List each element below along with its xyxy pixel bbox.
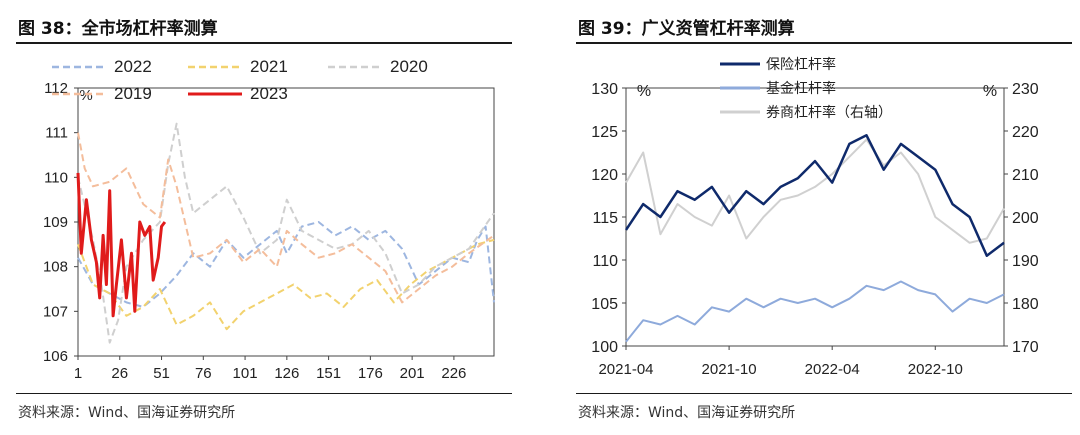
title-rule: [16, 42, 512, 44]
y-unit-label: %: [637, 83, 651, 100]
y2-tick-label: 180: [1012, 296, 1039, 313]
leverage-chart-asset-mgmt: 100 105 110 115 120 125 130 170 180 190 200 210 220 2…: [591, 56, 1039, 378]
x-tick-label: 51: [153, 365, 170, 382]
y-tick-label: 111: [45, 125, 68, 142]
x-tick-label: 126: [274, 365, 299, 382]
series-line-2023: [76, 172, 167, 318]
y-tick-label: 100: [591, 339, 618, 356]
legend-label-保险杠杆率: 保险杠杆率: [766, 56, 836, 72]
legend-label-基金杠杆率: 基金杠杆率: [766, 80, 836, 96]
y2-tick-label: 210: [1012, 167, 1039, 184]
y-tick-label: 109: [43, 214, 68, 231]
x-tick-label: 1: [74, 365, 82, 382]
figure-title: 图 38：全市场杠杆率测算: [18, 19, 218, 39]
legend-label-2021: 2021: [250, 57, 288, 76]
x-tick-label: 2022-04: [805, 361, 860, 378]
y-tick-label: 120: [591, 167, 618, 184]
source-rule: [16, 393, 512, 394]
x-tick-label: 2021-10: [702, 361, 757, 378]
y-unit-label: %: [79, 87, 92, 104]
series-line-基金杠杆率: [625, 280, 1005, 343]
source-rule: [576, 393, 1072, 394]
y2-tick-label: 200: [1012, 210, 1039, 227]
x-tick-label: 226: [441, 365, 466, 382]
legend-label-2023: 2023: [250, 84, 288, 103]
y-tick-label: 130: [591, 81, 618, 98]
figure-38: 图 38：全市场杠杆率测算 106 107 108 109 110 111 112 1 26 51…: [0, 0, 520, 435]
y-tick-label: 125: [591, 124, 618, 141]
x-tick-label: 26: [111, 365, 128, 382]
x-tick-label: 176: [358, 365, 383, 382]
x-tick-label: 2021-04: [598, 361, 653, 378]
x-tick-label: 151: [316, 365, 341, 382]
series-line-保险杠杆率: [624, 134, 1005, 257]
figure-title: 图 39：广义资管杠杆率测算: [578, 19, 795, 39]
y-tick-label: 110: [592, 253, 618, 270]
y-tick-label: 112: [44, 80, 68, 97]
y-tick-label: 108: [43, 259, 68, 276]
y2-tick-label: 230: [1012, 81, 1039, 98]
x-tick-label: 101: [233, 365, 258, 382]
x-tick-label: 76: [195, 365, 212, 382]
legend-label-2019: 2019: [114, 84, 152, 103]
y2-tick-label: 220: [1012, 124, 1039, 141]
y-tick-label: 110: [44, 169, 68, 186]
series-line-2021: [77, 238, 495, 331]
y-tick-label: 115: [592, 210, 618, 227]
y2-tick-label: 170: [1012, 339, 1039, 356]
figure-39: 图 39：广义资管杠杆率测算 100 105 110 115 120 125 130 170 1…: [560, 0, 1080, 435]
series-line-券商杠杆率（右轴）: [625, 138, 1005, 244]
y-tick-label: 106: [43, 348, 68, 365]
legend-label-券商杠杆率（右轴）: 券商杠杆率（右轴）: [766, 104, 892, 120]
y-tick-label: 107: [43, 303, 68, 320]
y2-unit-label: %: [983, 83, 997, 100]
y-tick-label: 105: [591, 296, 618, 313]
title-rule: [576, 42, 1072, 44]
series-line-2019: [77, 132, 495, 304]
legend-label-2020: 2020: [390, 57, 428, 76]
legend-label-2022: 2022: [114, 57, 152, 76]
source-note: 资料来源：Wind、国海证券研究所: [578, 405, 796, 421]
series-line-2022: [77, 221, 495, 308]
source-note: 资料来源：Wind、国海证券研究所: [18, 405, 236, 421]
y2-tick-label: 190: [1012, 253, 1039, 270]
x-tick-label: 2022-10: [908, 361, 963, 378]
x-tick-label: 201: [400, 365, 425, 382]
